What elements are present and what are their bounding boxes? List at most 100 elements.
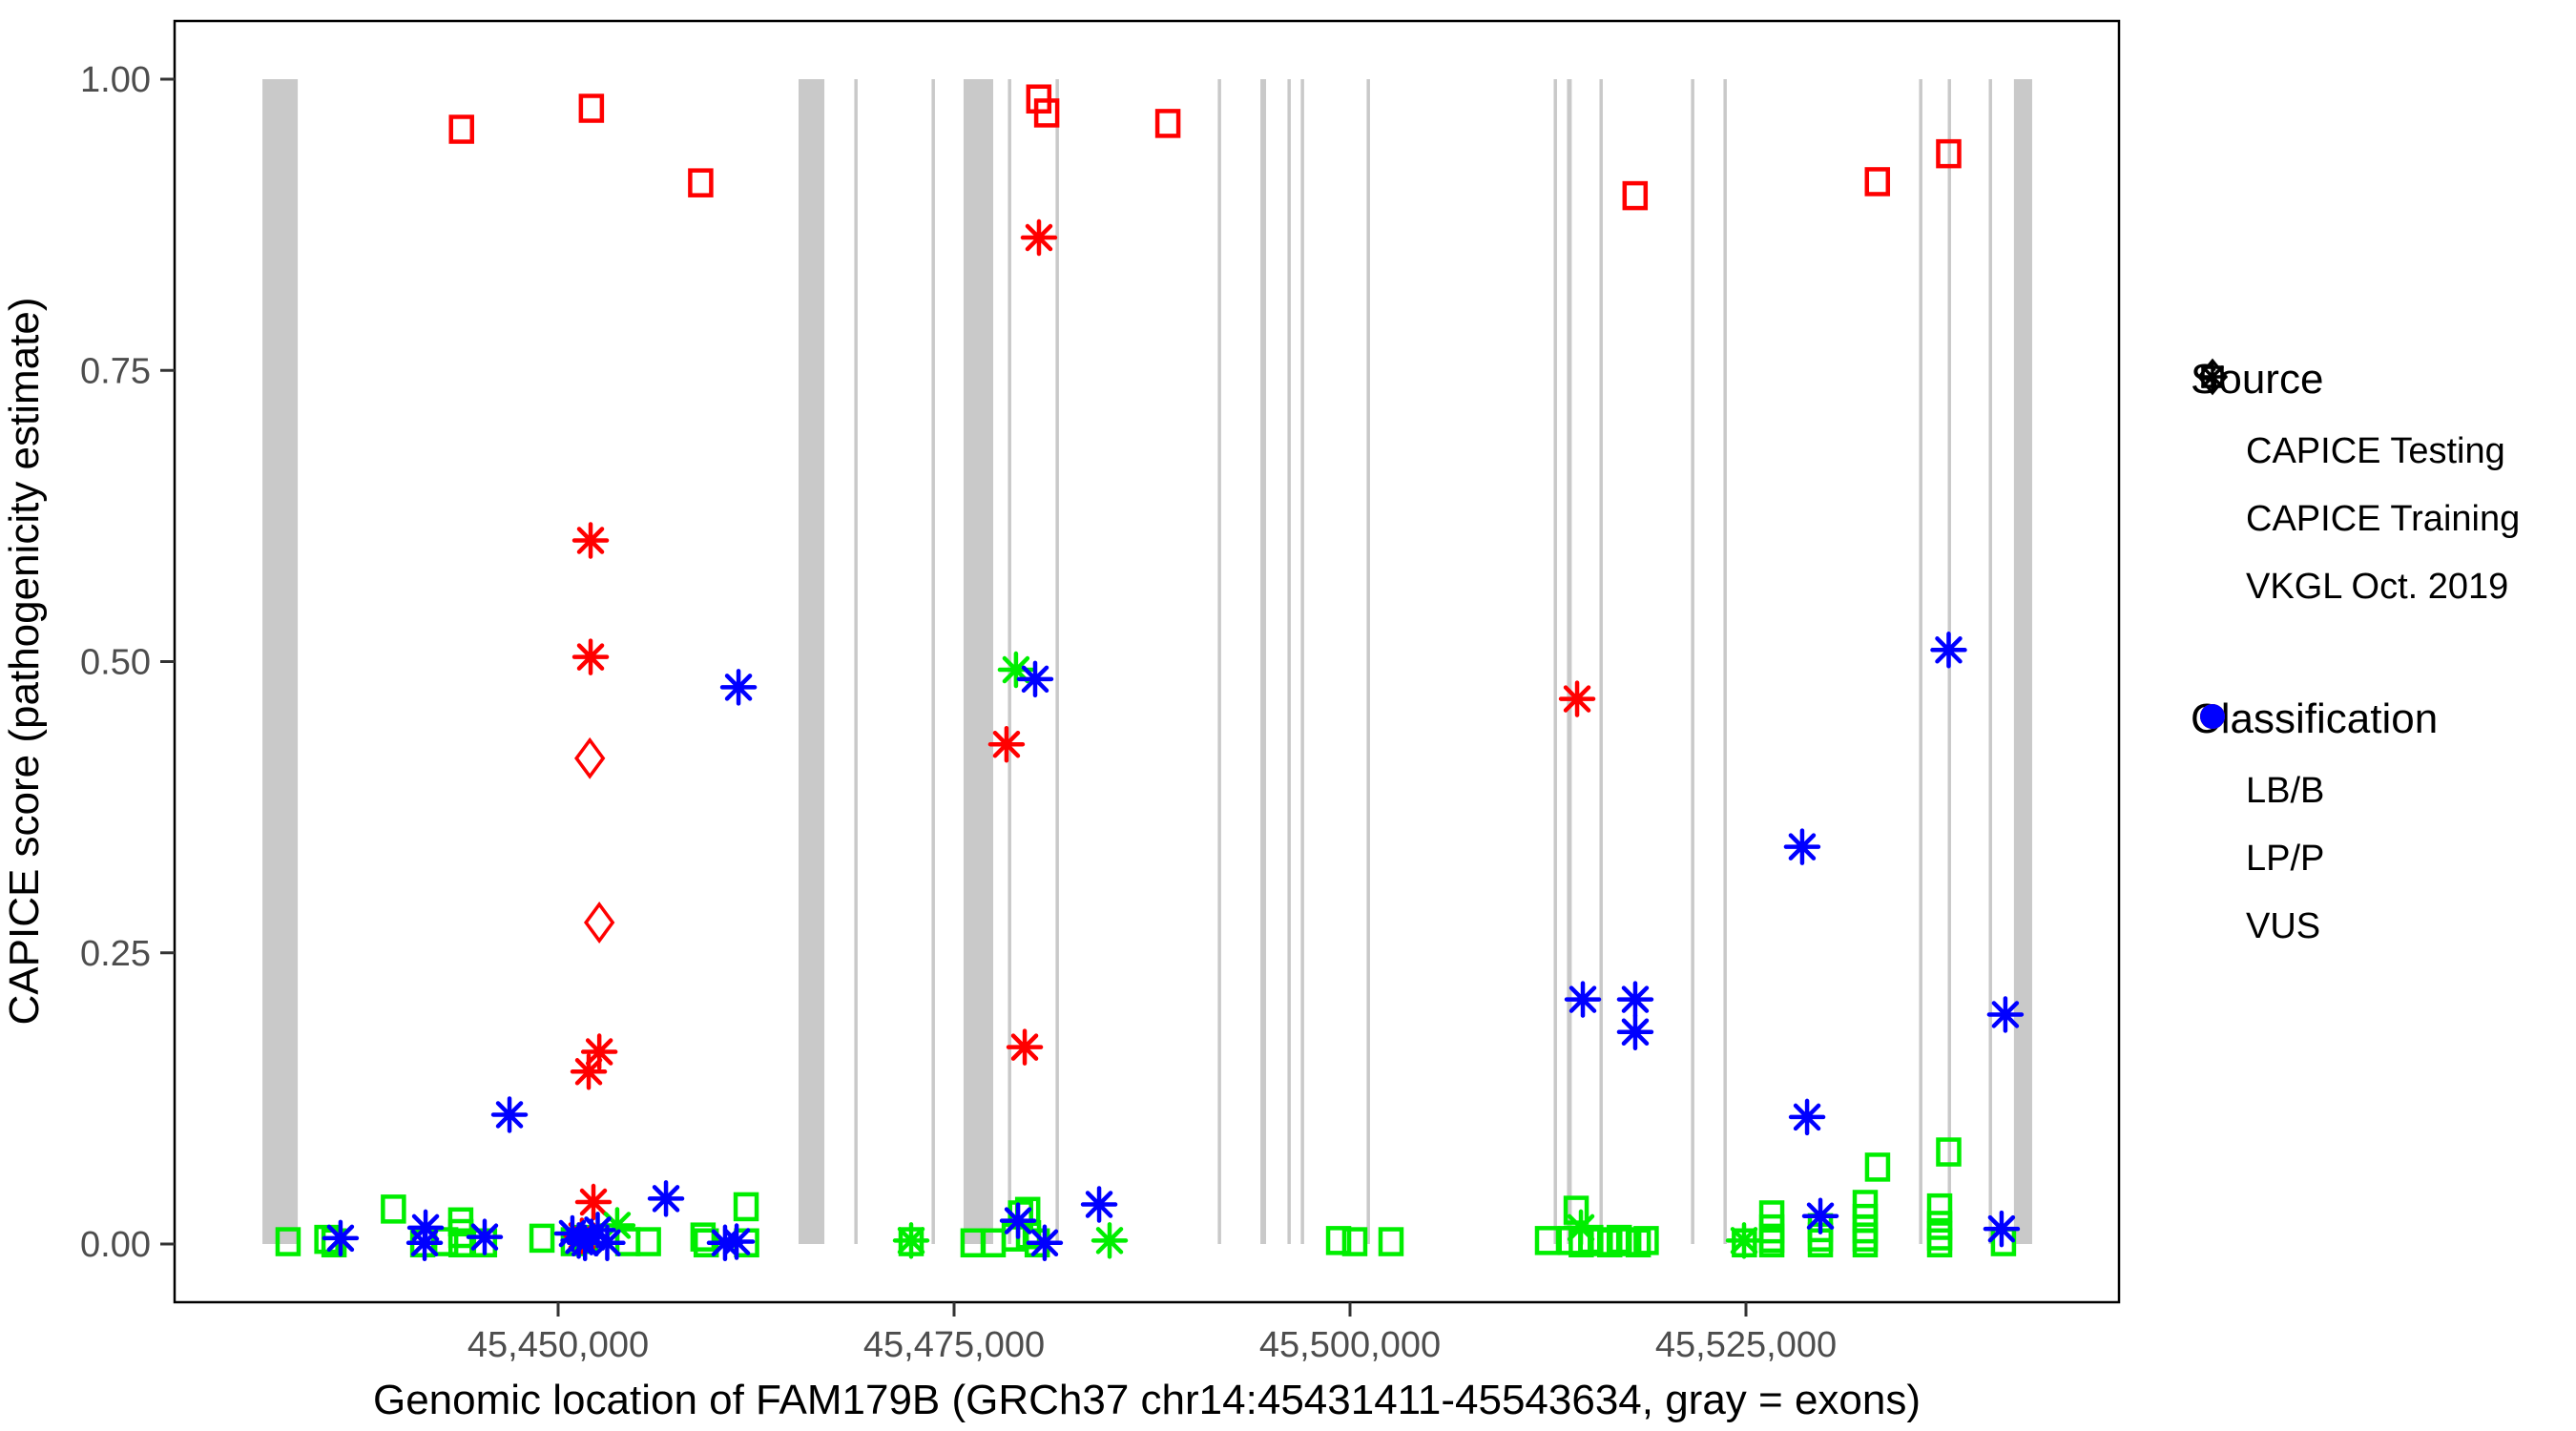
data-point-asterisk [466, 1218, 504, 1255]
data-point-asterisk [570, 1053, 608, 1090]
data-point-square [635, 1227, 661, 1256]
data-point-asterisk [1020, 218, 1058, 257]
data-point-square [1622, 180, 1649, 211]
data-point-asterisk [579, 1212, 616, 1249]
exon-bar [963, 79, 994, 1244]
y-tick-label: 0.50 [80, 643, 151, 683]
data-point-square [1852, 1228, 1879, 1258]
data-point-square [1325, 1226, 1352, 1255]
data-point-asterisk [987, 725, 1026, 763]
data-point-square [448, 114, 474, 144]
legend-classification-title: Classification [2191, 695, 2439, 742]
x-tick-label: 45,475,000 [863, 1325, 1045, 1365]
exon-bar [2013, 79, 2032, 1244]
data-point-asterisk [717, 1223, 756, 1260]
data-point-asterisk [1983, 1210, 2021, 1248]
exon-bar [931, 79, 935, 1244]
data-point-diamond [574, 736, 606, 779]
exon-bar [1217, 79, 1221, 1244]
data-point-square [1758, 1228, 1785, 1258]
legend-item-lpp: LP/P [2191, 704, 2438, 893]
x-axis-title: Genomic location of FAM179B (GRCh37 chr1… [373, 1377, 1921, 1423]
exon-bar [1723, 79, 1727, 1244]
data-point-asterisk [1016, 660, 1054, 698]
diamond-icon [2191, 358, 2234, 474]
exon-bar [1287, 79, 1291, 1244]
panel-border [173, 19, 2121, 1304]
data-point-asterisk [598, 1207, 636, 1244]
data-point-asterisk [1562, 1209, 1600, 1247]
legend-item-lbb: LB/B [2191, 704, 2438, 825]
legend-item-label: LP/P [2246, 839, 2325, 879]
x-tick-label: 45,500,000 [1259, 1325, 1441, 1365]
data-point-asterisk [571, 638, 610, 675]
data-point-asterisk [1930, 632, 1967, 669]
data-point-asterisk [1080, 1186, 1118, 1223]
data-point-asterisk [1788, 1098, 1826, 1136]
data-point-square [1033, 98, 1060, 128]
legend-source: Source CAPICE Testing CAPICE Training VK… [2191, 355, 2520, 621]
data-point-square [1154, 109, 1181, 138]
exon-bar [1567, 79, 1572, 1244]
exon-bars-layer [262, 79, 2032, 1244]
exon-bar [1300, 79, 1304, 1244]
data-point-asterisk [1725, 1222, 1763, 1259]
data-point-square [1926, 1228, 1953, 1258]
data-point-square [1864, 167, 1891, 197]
data-point-square [529, 1223, 555, 1254]
data-point-asterisk [1986, 996, 2025, 1033]
data-point-asterisk [1006, 1028, 1044, 1066]
data-point-asterisk [997, 651, 1035, 689]
data-point-asterisk [490, 1096, 529, 1133]
data-point-square [1936, 138, 1962, 169]
x-tick-label: 45,450,000 [467, 1325, 649, 1365]
legend-item-label: LB/B [2246, 771, 2325, 811]
data-points-layer [275, 84, 2025, 1262]
data-point-square [1625, 1228, 1652, 1258]
y-axis-title: CAPICE score (pathogenicity estimate) [1, 298, 48, 1026]
square-icon [2191, 365, 2234, 542]
exon-bar [854, 79, 858, 1244]
data-point-asterisk [1091, 1222, 1129, 1259]
exon-bar [798, 79, 825, 1244]
exon-bar [1553, 79, 1557, 1244]
data-point-square [690, 1222, 717, 1252]
data-point-asterisk [1558, 680, 1596, 717]
data-point-square [733, 1192, 759, 1222]
exon-bar [1599, 79, 1603, 1244]
data-point-asterisk [999, 1202, 1037, 1239]
data-point-asterisk [1564, 981, 1602, 1018]
legend-item-label: VUS [2246, 906, 2321, 946]
data-point-asterisk [1616, 1013, 1654, 1051]
asterisk-icon [2191, 362, 2234, 610]
legend-item-label: VKGL Oct. 2019 [2246, 567, 2509, 607]
y-tick-label: 0.00 [80, 1225, 151, 1265]
data-point-asterisk [892, 1222, 930, 1259]
data-point-asterisk [1616, 981, 1654, 1018]
exon-bar [1366, 79, 1370, 1244]
legend-item-label: CAPICE Training [2246, 499, 2521, 539]
data-point-asterisk [1801, 1197, 1839, 1234]
legend-item-capice-testing: CAPICE Testing [2191, 358, 2520, 486]
green-dot-icon [2191, 704, 2234, 814]
data-point-square [447, 1228, 474, 1258]
exon-bar [1691, 79, 1694, 1244]
data-point-asterisk [574, 1183, 613, 1221]
data-point-square [578, 93, 605, 123]
x-axis-ticks: 45,450,000 45,475,000 45,500,000 45,525,000 [467, 1302, 1837, 1365]
data-point-asterisk [571, 522, 610, 559]
data-point-asterisk [719, 669, 758, 706]
data-point-asterisk [560, 1222, 597, 1259]
legend-item-label: CAPICE Testing [2246, 431, 2505, 471]
data-point-square [688, 168, 714, 197]
data-point-square [1936, 1137, 1962, 1167]
data-point-asterisk [589, 1224, 626, 1262]
data-point-asterisk [405, 1224, 444, 1262]
data-point-square [1378, 1227, 1404, 1256]
data-point-square [1926, 1192, 1953, 1223]
red-dot-icon [2191, 704, 2234, 881]
data-point-square [381, 1194, 406, 1224]
data-point-asterisk [322, 1219, 360, 1257]
